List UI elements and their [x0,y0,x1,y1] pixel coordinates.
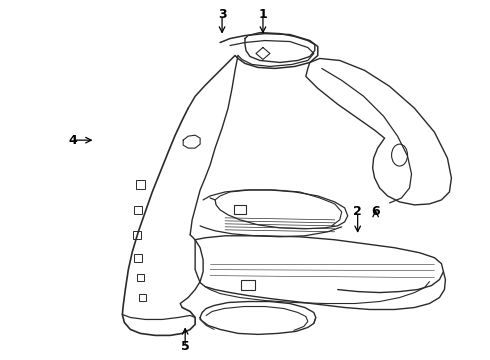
Text: 2: 2 [353,205,362,219]
Text: 3: 3 [218,8,226,21]
Text: 4: 4 [68,134,77,147]
Text: 6: 6 [371,205,380,219]
Text: 5: 5 [181,340,190,353]
Text: 1: 1 [259,8,268,21]
